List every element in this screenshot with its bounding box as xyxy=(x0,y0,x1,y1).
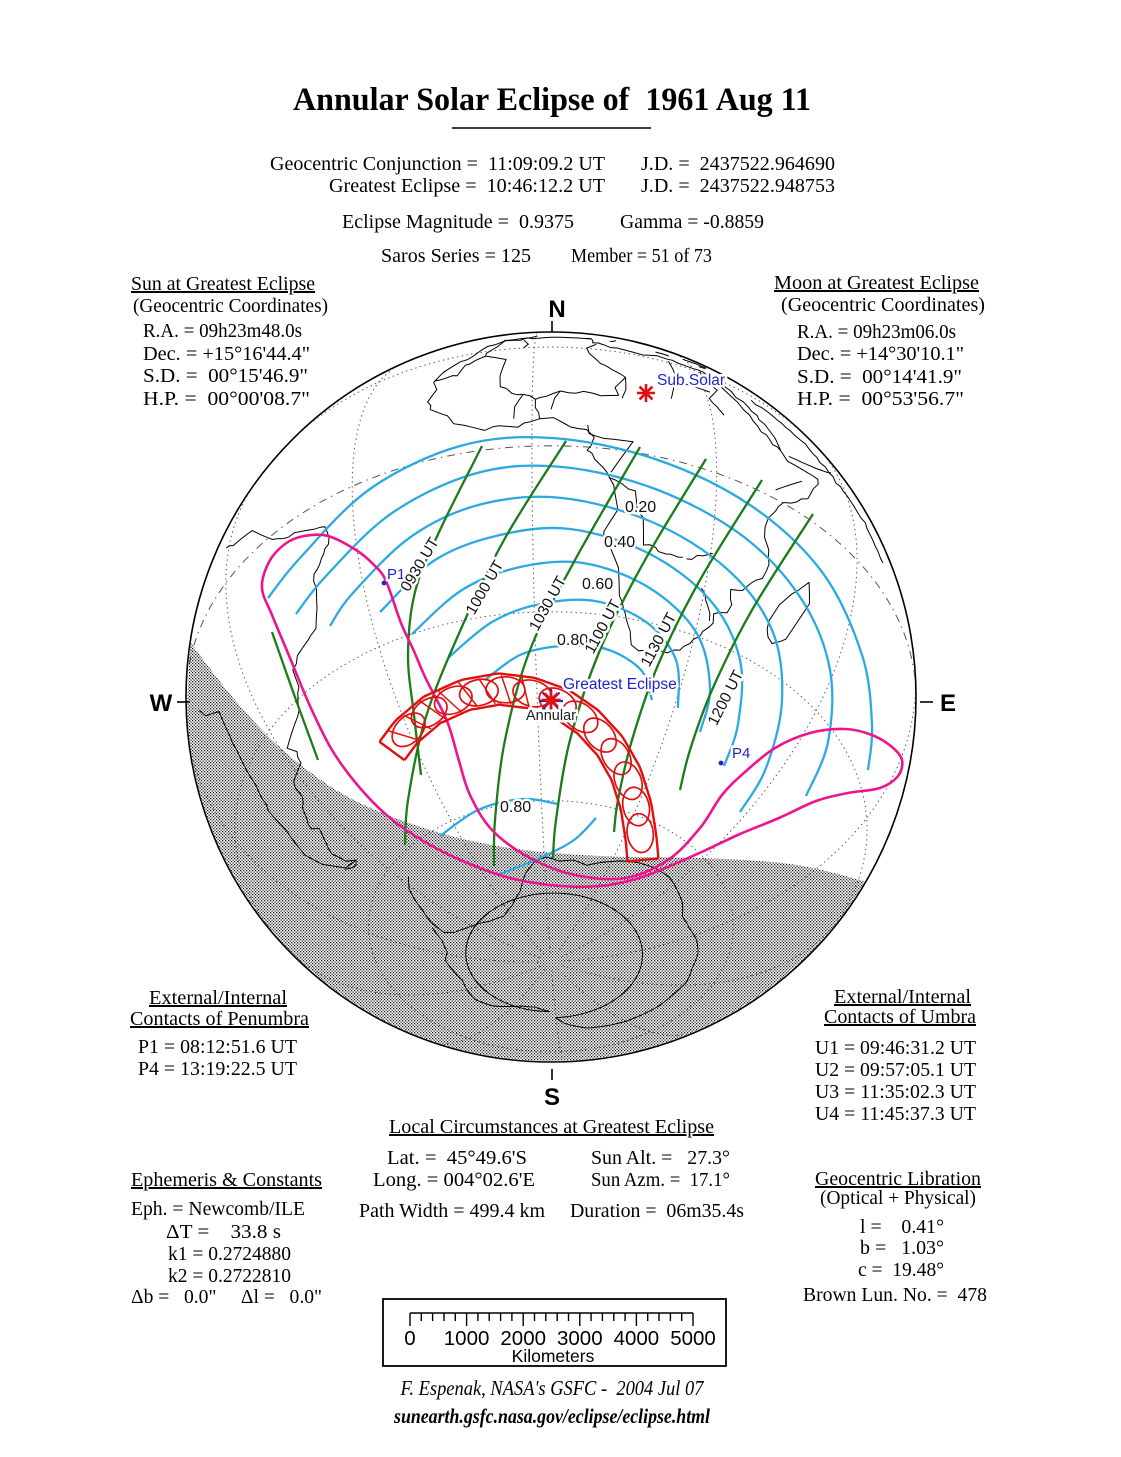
svg-text:N: N xyxy=(548,296,565,323)
svg-text:Contacts of Penumbra: Contacts of Penumbra xyxy=(130,1008,309,1030)
svg-text:S.D. = 00°15'46.9": S.D. = 00°15'46.9" xyxy=(143,365,308,387)
svg-text:sunearth.gsfc.nasa.gov/eclipse: sunearth.gsfc.nasa.gov/eclipse/eclipse.h… xyxy=(393,1404,710,1428)
svg-text:S.D. = 00°14'41.9": S.D. = 00°14'41.9" xyxy=(797,366,962,388)
svg-text:Duration = 06m35.4s: Duration = 06m35.4s xyxy=(570,1200,744,1222)
svg-text:Geocentric Conjunction = 11:0: Geocentric Conjunction = 11:09:09.2 UT xyxy=(270,153,605,175)
svg-text:Annular Solar Eclipse of 1961: Annular Solar Eclipse of 1961 Aug 11 xyxy=(293,82,811,118)
svg-text:Geocentric Libration: Geocentric Libration xyxy=(815,1168,981,1190)
svg-text:Sub Solar: Sub Solar xyxy=(657,372,725,389)
svg-text:Eclipse Magnitude = 0.9375: Eclipse Magnitude = 0.9375 xyxy=(342,211,574,233)
svg-text:Sun at Greatest Eclipse: Sun at Greatest Eclipse xyxy=(131,273,315,295)
svg-text:Contacts of Umbra: Contacts of Umbra xyxy=(824,1006,976,1028)
svg-text:R.A. = 09h23m48.0s: R.A. = 09h23m48.0s xyxy=(143,320,302,342)
svg-text:P4 = 13:19:22.5 UT: P4 = 13:19:22.5 UT xyxy=(138,1058,297,1080)
svg-text:k1 = 0.2724880: k1 = 0.2724880 xyxy=(168,1243,291,1265)
svg-text:c = 19.48°: c = 19.48° xyxy=(858,1259,944,1281)
svg-text:Eph. = Newcomb/ILE: Eph. = Newcomb/ILE xyxy=(131,1198,305,1220)
svg-text:F. Espenak, NASA's GSFC - 200: F. Espenak, NASA's GSFC - 2004 Jul 07 xyxy=(400,1376,705,1400)
svg-text:S: S xyxy=(544,1084,560,1111)
svg-text:U1 = 09:46:31.2 UT: U1 = 09:46:31.2 UT xyxy=(815,1037,976,1059)
svg-text:Annular: Annular xyxy=(526,708,576,724)
svg-text:Local Circumstances at Greates: Local Circumstances at Greatest Eclipse xyxy=(389,1116,714,1138)
svg-text:Δb = 0.0" Δl = 0.0": Δb = 0.0" Δl = 0.0" xyxy=(131,1286,322,1308)
svg-text:4000: 4000 xyxy=(614,1327,660,1350)
svg-text:Dec. = +14°30'10.1": Dec. = +14°30'10.1" xyxy=(797,343,964,365)
svg-text:J.D. = 2437522.948753: J.D. = 2437522.948753 xyxy=(641,175,835,197)
svg-text:ΔT = 33.8 s: ΔT = 33.8 s xyxy=(166,1221,281,1243)
svg-text:Lat. = 45°49.6'S: Lat. = 45°49.6'S xyxy=(387,1147,527,1169)
svg-text:Sun Alt. = 27.3°: Sun Alt. = 27.3° xyxy=(591,1147,730,1169)
svg-text:U3 = 11:35:02.3 UT: U3 = 11:35:02.3 UT xyxy=(815,1081,976,1103)
svg-text:P1: P1 xyxy=(387,566,405,583)
svg-text:Moon at Greatest Eclipse: Moon at Greatest Eclipse xyxy=(774,272,979,294)
svg-text:5000: 5000 xyxy=(670,1327,716,1350)
svg-text:External/Internal: External/Internal xyxy=(834,986,971,1008)
svg-text:k2 = 0.2722810: k2 = 0.2722810 xyxy=(168,1265,291,1287)
svg-text:H.P. = 00°53'56.7": H.P. = 00°53'56.7" xyxy=(797,388,964,410)
svg-text:b = 1.03°: b = 1.03° xyxy=(860,1237,944,1259)
svg-text:Path Width = 499.4 km: Path Width = 499.4 km xyxy=(359,1200,545,1222)
svg-text:R.A. = 09h23m06.0s: R.A. = 09h23m06.0s xyxy=(797,321,956,343)
svg-text:l = 0.41°: l = 0.41° xyxy=(860,1216,944,1238)
svg-text:Member = 51 of 73: Member = 51 of 73 xyxy=(571,245,712,267)
svg-text:J.D. = 2437522.964690: J.D. = 2437522.964690 xyxy=(641,153,835,175)
svg-text:Dec. = +15°16'44.4": Dec. = +15°16'44.4" xyxy=(143,343,310,365)
svg-text:Kilometers: Kilometers xyxy=(512,1346,595,1366)
svg-text:Ephemeris & Constants: Ephemeris & Constants xyxy=(131,1169,322,1191)
svg-text:U2 = 09:57:05.1 UT: U2 = 09:57:05.1 UT xyxy=(815,1059,976,1081)
svg-text:P1 = 08:12:51.6 UT: P1 = 08:12:51.6 UT xyxy=(138,1036,297,1058)
svg-text:(Geocentric Coordinates): (Geocentric Coordinates) xyxy=(133,295,328,317)
svg-text:3000: 3000 xyxy=(557,1327,603,1350)
svg-text:U4 = 11:45:37.3 UT: U4 = 11:45:37.3 UT xyxy=(815,1103,976,1125)
svg-text:Gamma = -0.8859: Gamma = -0.8859 xyxy=(620,211,764,233)
svg-text:0: 0 xyxy=(404,1327,415,1350)
svg-text:(Geocentric Coordinates): (Geocentric Coordinates) xyxy=(781,294,985,316)
svg-text:Greatest Eclipse = 10:46:12.2: Greatest Eclipse = 10:46:12.2 UT xyxy=(329,175,605,197)
svg-text:0.20: 0.20 xyxy=(625,499,656,516)
svg-text:0.60: 0.60 xyxy=(582,576,613,593)
svg-text:Long. = 004°02.6'E: Long. = 004°02.6'E xyxy=(373,1169,535,1191)
svg-text:H.P. = 00°00'08.7": H.P. = 00°00'08.7" xyxy=(143,388,310,410)
svg-text:0.40: 0.40 xyxy=(604,534,635,551)
svg-text:(Optical + Physical): (Optical + Physical) xyxy=(820,1187,976,1209)
svg-text:1000: 1000 xyxy=(444,1327,490,1350)
svg-text:Greatest Eclipse: Greatest Eclipse xyxy=(563,676,677,693)
svg-text:Saros Series = 125: Saros Series = 125 xyxy=(381,245,531,267)
svg-text:0.80: 0.80 xyxy=(500,799,531,816)
svg-text:Brown Lun. No. = 478: Brown Lun. No. = 478 xyxy=(803,1284,987,1306)
svg-text:External/Internal: External/Internal xyxy=(149,987,287,1009)
svg-text:P4: P4 xyxy=(732,745,750,762)
svg-text:0.80: 0.80 xyxy=(557,632,588,649)
svg-text:E: E xyxy=(940,690,956,717)
svg-text:2000: 2000 xyxy=(500,1327,546,1350)
svg-text:W: W xyxy=(150,690,173,717)
svg-text:Sun Azm. = 17.1°: Sun Azm. = 17.1° xyxy=(591,1169,730,1191)
